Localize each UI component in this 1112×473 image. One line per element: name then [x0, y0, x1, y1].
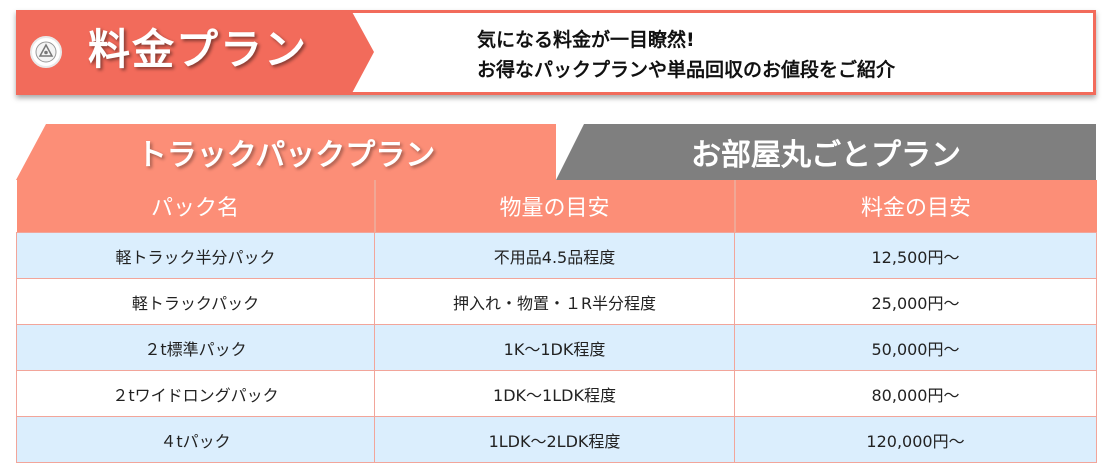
price-cell: 12,500円〜: [734, 232, 1097, 279]
banner-line-1: 気になる料金が一目瞭然!: [477, 29, 695, 51]
header-volume-guide: 物量の目安: [373, 180, 735, 233]
banner-title-box: 料金プラン: [16, 10, 374, 95]
price-plan-banner: 料金プラン 気になる料金が一目瞭然! お得なパックプランや単品回収のお値段をご紹…: [16, 10, 1096, 95]
price-cell: 50,000円〜: [734, 324, 1097, 371]
table-header-row: パック名 物量の目安 料金の目安: [16, 180, 1097, 233]
table-row: ２tワイドロングパック 1DK〜1LDK程度 80,000円〜: [16, 370, 1097, 417]
banner-title: 料金プラン: [88, 25, 309, 74]
banner-description: 気になる料金が一目瞭然! お得なパックプランや単品回収のお値段をご紹介: [477, 25, 895, 85]
pack-name-cell: 軽トラック半分パック: [16, 232, 375, 279]
tab-truck-pack-plan[interactable]: トラックパックプラン: [16, 124, 556, 180]
pack-name-cell: ２t標準パック: [16, 324, 375, 371]
price-cell: 120,000円〜: [734, 416, 1097, 463]
table-row: ２t標準パック 1K〜1DK程度 50,000円〜: [16, 324, 1097, 371]
pack-name-cell: ２tワイドロングパック: [16, 370, 375, 417]
table-row: 軽トラックパック 押入れ・物置・１R半分程度 25,000円〜: [16, 278, 1097, 325]
recycle-logo-icon: [30, 36, 62, 68]
price-cell: 80,000円〜: [734, 370, 1097, 417]
volume-cell: 不用品4.5品程度: [374, 232, 735, 279]
price-cell: 25,000円〜: [734, 278, 1097, 325]
price-table: パック名 物量の目安 料金の目安 軽トラック半分パック 不用品4.5品程度 12…: [16, 180, 1097, 463]
pack-name-cell: ４tパック: [16, 416, 375, 463]
volume-cell: 1K〜1DK程度: [374, 324, 735, 371]
volume-cell: 1LDK〜2LDK程度: [374, 416, 735, 463]
pack-name-cell: 軽トラックパック: [16, 278, 375, 325]
header-price-guide: 料金の目安: [733, 180, 1097, 233]
banner-line-2: お得なパックプランや単品回収のお値段をご紹介: [477, 59, 896, 81]
tab-whole-room-plan[interactable]: お部屋丸ごとプラン: [556, 124, 1096, 180]
table-row: 軽トラック半分パック 不用品4.5品程度 12,500円〜: [16, 232, 1097, 279]
table-row: ４tパック 1LDK〜2LDK程度 120,000円〜: [16, 416, 1097, 463]
header-pack-name: パック名: [16, 180, 375, 233]
volume-cell: 押入れ・物置・１R半分程度: [374, 278, 735, 325]
volume-cell: 1DK〜1LDK程度: [374, 370, 735, 417]
